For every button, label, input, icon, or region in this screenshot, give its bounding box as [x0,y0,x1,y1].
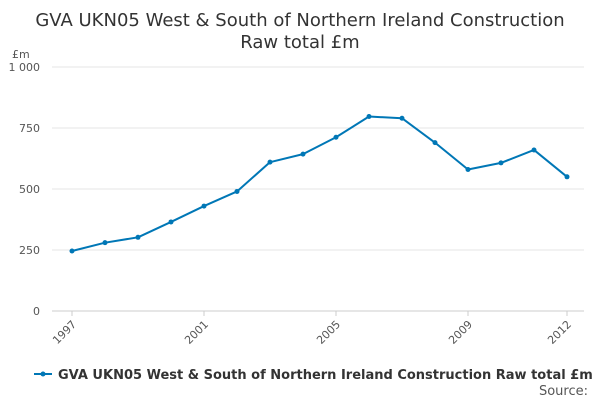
source-label: Source: [539,384,588,399]
y-tick-label: 750 [19,122,40,135]
data-point[interactable] [69,248,75,254]
series-layer [69,114,570,254]
data-point[interactable] [564,174,570,180]
data-point[interactable] [300,151,306,157]
data-point[interactable] [366,114,372,120]
data-point[interactable] [531,147,537,153]
y-axis-unit-label: £m [12,48,30,61]
legend-marker [40,371,46,377]
legend-entry: GVA UKN05 West & South of Northern Irela… [58,368,593,383]
data-point[interactable] [234,188,240,194]
y-tick-label: 1 000 [9,61,41,74]
data-point[interactable] [465,166,471,172]
gridlines [52,66,584,312]
y-axis-ticks: 0 250 500 750 1 000 [9,61,41,318]
data-point[interactable] [498,160,504,166]
data-point[interactable] [135,234,141,240]
x-tick-label: 2012 [545,318,574,347]
data-point[interactable] [102,240,108,246]
data-point[interactable] [333,134,339,140]
series-line-0 [71,115,568,252]
data-point[interactable] [432,140,438,146]
data-point[interactable] [267,159,273,165]
data-point[interactable] [201,203,207,209]
data-point[interactable] [168,219,174,225]
y-tick-label: 250 [19,244,40,257]
y-tick-label: 500 [19,183,40,196]
chart-title-line-2: Raw total £m [240,32,359,53]
chart-title-line-1: GVA UKN05 West & South of Northern Irela… [35,10,564,31]
x-tick-label: 2009 [446,318,475,347]
x-tick-label: 2001 [182,318,211,347]
x-axis-ticks: 1997 2001 2005 2009 2012 [50,311,574,347]
y-tick-label: 0 [33,305,40,318]
data-point[interactable] [399,115,405,121]
x-tick-label: 1997 [50,318,79,347]
x-tick-label: 2005 [314,318,343,347]
legend[interactable]: GVA UKN05 West & South of Northern Irela… [34,368,593,383]
